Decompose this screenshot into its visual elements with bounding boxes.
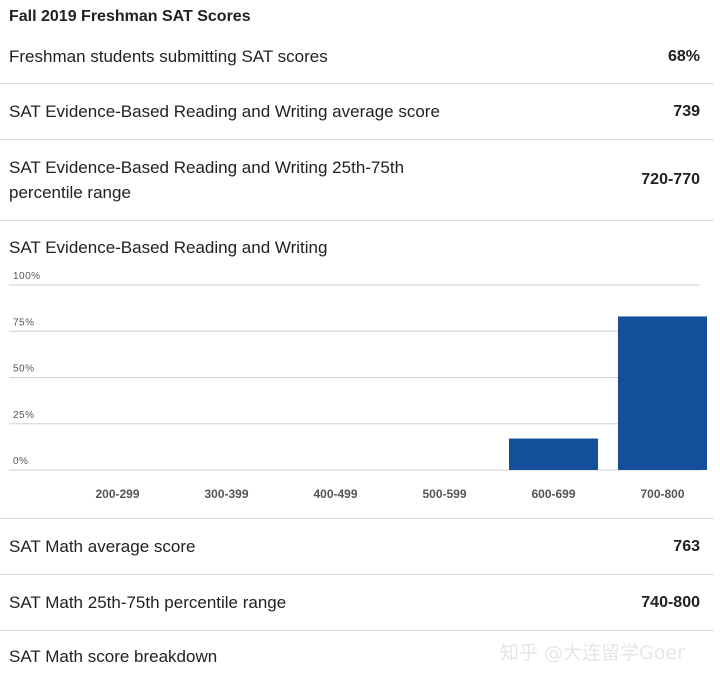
y-tick-label: 100% bbox=[13, 271, 41, 282]
x-tick-label: 400-499 bbox=[313, 487, 357, 501]
stat-value: 739 bbox=[673, 102, 700, 120]
stat-label: SAT Evidence-Based Reading and Writing a… bbox=[9, 102, 440, 121]
stat-value: 720-770 bbox=[641, 171, 700, 188]
stat-row-math-breakdown[interactable]: SAT Math score breakdown bbox=[0, 631, 714, 681]
stat-label: Freshman students submitting SAT scores bbox=[9, 47, 328, 66]
x-tick-label: 700-800 bbox=[640, 487, 684, 501]
x-tick-label: 300-399 bbox=[204, 487, 248, 501]
stat-row-ebrw-average: SAT Evidence-Based Reading and Writing a… bbox=[0, 84, 714, 140]
stat-row-math-average: SAT Math average score 763 bbox=[0, 518, 714, 575]
y-tick-label: 0% bbox=[13, 456, 28, 467]
watermark: 知乎 @大连留学Goer bbox=[500, 642, 685, 664]
stat-value: 740-800 bbox=[641, 593, 700, 611]
page-title: Fall 2019 Freshman SAT Scores bbox=[9, 8, 251, 25]
x-tick-label: 600-699 bbox=[531, 487, 575, 501]
stat-value: 68% bbox=[667, 47, 700, 65]
chart-title: SAT Evidence-Based Reading and Writing bbox=[9, 238, 328, 257]
stat-value: 763 bbox=[673, 537, 700, 555]
x-tick-label: 200-299 bbox=[95, 487, 139, 501]
bar-600-699[interactable] bbox=[509, 438, 598, 470]
stat-row-math-percentile: SAT Math 25th-75th percentile range 740-… bbox=[0, 575, 714, 631]
stat-label: SAT Math 25th-75th percentile range bbox=[9, 593, 287, 612]
x-tick-label: 500-599 bbox=[422, 487, 466, 501]
y-tick-label: 25% bbox=[13, 410, 35, 421]
stat-row-sat-submitting: Freshman students submitting SAT scores … bbox=[0, 30, 714, 84]
stat-label: SAT Evidence-Based Reading and Writing 2… bbox=[9, 158, 405, 202]
y-tick-label: 50% bbox=[13, 364, 35, 375]
bar-700-800[interactable] bbox=[618, 316, 707, 470]
ebrw-bar-chart: 0% 25% 50% 75% 100% 200-299 300-399 400-499 500-… bbox=[9, 271, 707, 501]
stat-row-ebrw-percentile: SAT Evidence-Based Reading and Writing 2… bbox=[0, 140, 714, 221]
stat-label: SAT Math score breakdown bbox=[9, 646, 218, 666]
stat-label: SAT Math average score bbox=[9, 537, 196, 556]
y-tick-label: 75% bbox=[13, 317, 35, 328]
